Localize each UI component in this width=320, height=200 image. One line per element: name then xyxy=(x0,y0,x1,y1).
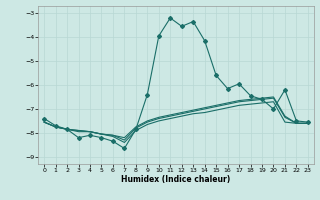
X-axis label: Humidex (Indice chaleur): Humidex (Indice chaleur) xyxy=(121,175,231,184)
